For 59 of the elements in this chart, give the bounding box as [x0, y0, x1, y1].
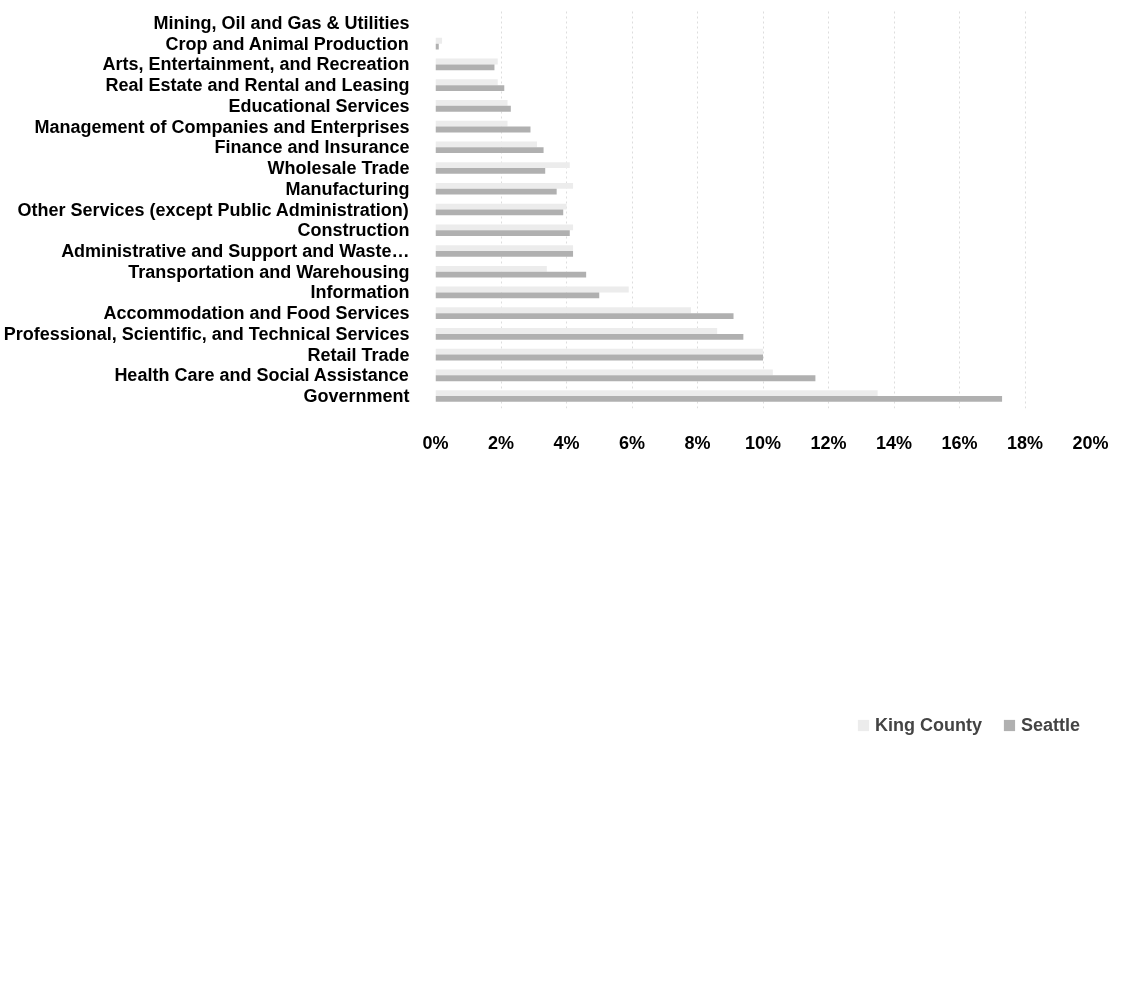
y-tick-label: Educational Services	[228, 95, 410, 116]
bar	[435, 348, 763, 355]
y-tick-label: Other Services (except Public Administration)	[17, 199, 409, 220]
bar	[435, 37, 443, 44]
x-tick-label: 18%	[1006, 432, 1044, 453]
bar	[435, 162, 570, 169]
x-tick-label: 6%	[618, 432, 646, 453]
bar	[435, 230, 570, 237]
x-tick-label: 4%	[553, 432, 580, 453]
bar	[435, 147, 544, 154]
y-tick-label: Crop and Animal Production	[165, 33, 409, 54]
y-tick-label: Construction	[297, 220, 410, 241]
x-tick-label: 14%	[875, 432, 913, 453]
bar	[435, 375, 816, 382]
bar	[435, 79, 498, 86]
y-tick-label: Arts, Entertainment, and Recreation	[102, 54, 410, 75]
y-tick-label: Accommodation and Food Services	[103, 303, 410, 324]
bar	[435, 120, 508, 127]
bar	[435, 250, 574, 257]
bar	[435, 100, 508, 106]
y-tick-label: Government	[303, 386, 410, 407]
x-tick-label: 12%	[810, 432, 847, 453]
bar	[435, 313, 734, 319]
y-tick-label: Health Care and Social Assistance	[114, 365, 409, 386]
legend-label: Seattle	[1020, 714, 1080, 736]
bar	[435, 396, 1003, 402]
bar	[435, 182, 574, 189]
x-tick-label: 8%	[684, 432, 711, 453]
bar	[435, 188, 557, 195]
y-tick-label: Professional, Scientific, and Technical Services	[3, 323, 410, 344]
bar	[435, 168, 546, 174]
y-tick-label: Administrative and Support and Waste…	[61, 240, 410, 261]
bar	[435, 292, 600, 299]
bar	[435, 203, 567, 210]
y-tick-label: Manufacturing	[285, 178, 410, 199]
bar	[435, 85, 505, 91]
bar	[435, 245, 574, 251]
legend-label: King County	[874, 714, 982, 736]
x-tick-label: 2%	[487, 432, 515, 453]
y-tick-label: Mining, Oil and Gas & Utilities	[153, 12, 410, 33]
x-tick-label: 20%	[1072, 432, 1109, 453]
bar	[435, 307, 691, 314]
y-tick-label: Real Estate and Rental and Leasing	[105, 75, 410, 96]
y-tick-label: Finance and Insurance	[214, 137, 410, 158]
x-tick-label: 16%	[941, 432, 978, 453]
y-tick-label: Information	[310, 282, 410, 303]
bar	[435, 328, 718, 334]
bar	[435, 105, 511, 112]
bar	[435, 265, 547, 272]
y-tick-label: Wholesale Trade	[267, 158, 410, 179]
x-tick-label: 0%	[422, 432, 449, 453]
bar	[435, 224, 574, 231]
y-tick-label: Management of Companies and Enterprises	[34, 116, 410, 137]
x-tick-label: 10%	[744, 432, 782, 453]
y-tick-label: Retail Trade	[307, 344, 410, 365]
bar	[435, 333, 744, 340]
bar	[435, 390, 878, 397]
bar	[435, 64, 495, 71]
y-tick-label: Transportation and Warehousing	[128, 261, 410, 282]
